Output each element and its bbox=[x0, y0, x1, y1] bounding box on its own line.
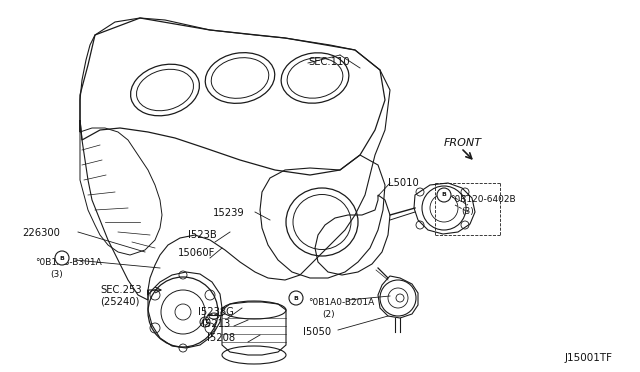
Text: °0B1A0-B201A: °0B1A0-B201A bbox=[308, 298, 374, 307]
Text: 226300: 226300 bbox=[22, 228, 60, 238]
Circle shape bbox=[437, 188, 451, 202]
Text: I523B: I523B bbox=[188, 230, 217, 240]
Text: (2): (2) bbox=[322, 310, 335, 319]
Text: B: B bbox=[294, 295, 298, 301]
Circle shape bbox=[55, 251, 69, 265]
Text: °0B120-6402B: °0B120-6402B bbox=[450, 195, 516, 204]
Text: (3): (3) bbox=[461, 207, 474, 216]
Text: SEC.253: SEC.253 bbox=[100, 285, 141, 295]
Text: (3): (3) bbox=[50, 270, 63, 279]
Text: FRONT: FRONT bbox=[444, 138, 482, 148]
Text: SEC.110: SEC.110 bbox=[308, 57, 349, 67]
Text: J15001TF: J15001TF bbox=[565, 353, 613, 363]
Text: 15239: 15239 bbox=[213, 208, 244, 218]
Text: 15060F: 15060F bbox=[178, 248, 216, 258]
Text: B: B bbox=[442, 192, 447, 198]
Text: L5010: L5010 bbox=[388, 178, 419, 188]
Text: °0B1AB-B301A: °0B1AB-B301A bbox=[35, 258, 102, 267]
Circle shape bbox=[289, 291, 303, 305]
Text: B: B bbox=[60, 256, 65, 260]
Text: (25240): (25240) bbox=[100, 297, 140, 307]
Text: I5213: I5213 bbox=[202, 319, 230, 329]
Text: I5050: I5050 bbox=[303, 327, 331, 337]
Text: I5208: I5208 bbox=[207, 333, 235, 343]
Text: I5238G: I5238G bbox=[198, 307, 234, 317]
